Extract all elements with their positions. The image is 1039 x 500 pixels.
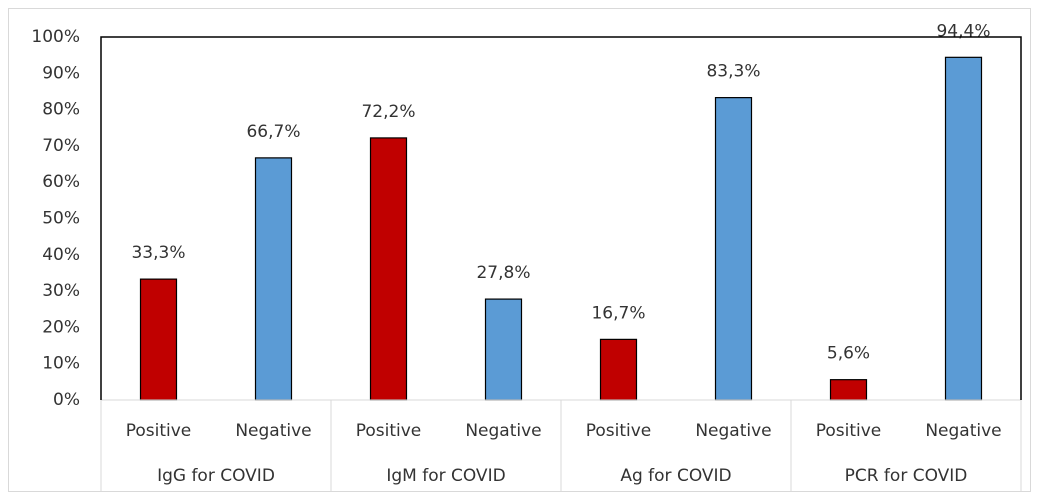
data-label: 83,3% (706, 62, 760, 82)
y-tick-label: 60% (42, 172, 80, 192)
y-tick-label: 70% (42, 136, 80, 156)
y-tick-label: 50% (42, 209, 80, 229)
x-tick-label: Negative (465, 421, 541, 441)
data-label: 16,7% (591, 303, 645, 323)
y-tick-label: 80% (42, 100, 80, 120)
y-tick-label: 100% (31, 27, 80, 47)
y-tick-label: 90% (42, 63, 80, 83)
group-label: IgM for COVID (386, 466, 505, 486)
x-tick-label: Negative (925, 421, 1001, 441)
x-tick-label: Negative (235, 421, 311, 441)
data-label: 72,2% (361, 102, 415, 122)
group-label: Ag for COVID (620, 466, 731, 486)
data-label: 27,8% (476, 263, 530, 283)
x-tick-label: Positive (816, 421, 882, 441)
group-label: PCR for COVID (845, 466, 968, 486)
chart-border (8, 8, 1031, 492)
plot-frame (100, 36, 1022, 400)
x-tick-label: Positive (126, 421, 192, 441)
bar (714, 97, 753, 401)
x-tick-label: Positive (586, 421, 652, 441)
bar (944, 56, 983, 401)
bar (829, 379, 868, 401)
x-tick-label: Positive (356, 421, 422, 441)
bar (139, 278, 178, 401)
group-label: IgG for COVID (157, 466, 275, 486)
x-tick-label: Negative (695, 421, 771, 441)
bar (484, 298, 523, 401)
y-tick-label: 0% (53, 390, 80, 410)
data-label: 94,4% (936, 21, 990, 41)
y-tick-label: 10% (42, 354, 80, 374)
bar (254, 157, 293, 401)
data-label: 33,3% (131, 243, 185, 263)
bar (369, 137, 408, 401)
y-tick-label: 20% (42, 317, 80, 337)
bar (599, 338, 638, 401)
data-label: 66,7% (246, 122, 300, 142)
y-tick-label: 40% (42, 245, 80, 265)
data-label: 5,6% (827, 344, 870, 364)
y-tick-label: 30% (42, 281, 80, 301)
